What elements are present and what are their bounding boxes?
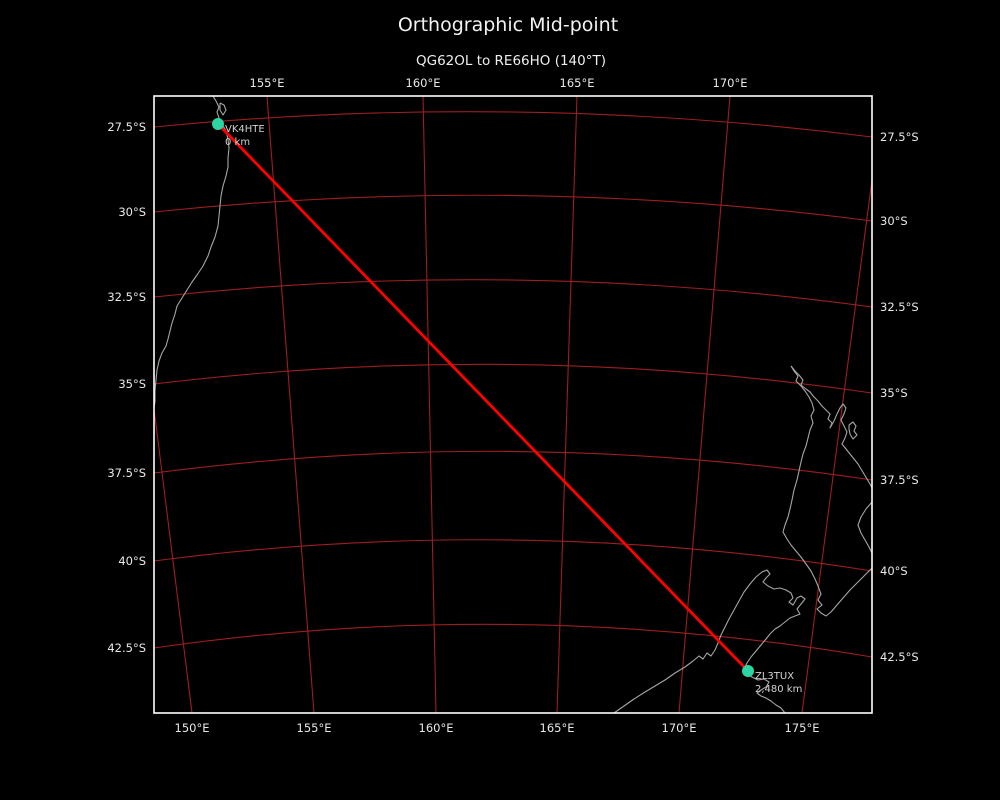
tick-label-left: 40°S — [118, 554, 146, 568]
tick-label-left: 42.5°S — [107, 641, 146, 655]
tick-label-bottom: 170°E — [662, 721, 697, 735]
tick-label-top: 170°E — [713, 76, 748, 90]
parallel-line — [154, 450, 872, 481]
meridian-line — [266, 96, 315, 713]
coastline-moreton-island — [219, 102, 227, 116]
tick-label-top: 165°E — [560, 76, 595, 90]
plot-title: Orthographic Mid-point — [397, 14, 619, 36]
station-callsign: ZL3TUX — [755, 671, 794, 682]
parallel-line — [154, 363, 872, 394]
coastline-great-barrier-island — [848, 421, 858, 440]
tick-label-bottom: 155°E — [297, 721, 332, 735]
tick-label-right: 35°S — [880, 386, 908, 400]
tick-label-right: 37.5°S — [880, 473, 919, 487]
parallel-line — [154, 111, 872, 138]
parallel-line — [154, 194, 872, 222]
station-marker — [742, 665, 754, 677]
tick-label-left: 35°S — [118, 377, 146, 391]
tick-label-right: 42.5°S — [880, 650, 919, 664]
station-vk4hte: VK4HTE 0 km — [212, 118, 265, 148]
station-zl3tux: ZL3TUX 2,480 km — [742, 665, 802, 695]
parallel-line — [154, 279, 872, 308]
tick-label-left: 37.5°S — [107, 466, 146, 480]
axes-frame — [153, 95, 873, 714]
tick-labels: 150°E 155°E 155°E 160°E 160°E 165°E 165°E 170°E… — [107, 76, 918, 735]
tick-label-left: 30°S — [118, 205, 146, 219]
meridian-line — [422, 96, 437, 713]
tick-label-top: 160°E — [406, 76, 441, 90]
great-circle-path — [216, 122, 750, 673]
map-clipped-layer — [154, 96, 872, 713]
tick-label-right: 32.5°S — [880, 300, 919, 314]
coastline-nz-north-island-west — [782, 365, 872, 617]
meridian-line — [556, 96, 578, 713]
coastline-nz-north-island-east — [790, 365, 872, 489]
station-marker — [212, 118, 224, 130]
tick-label-left: 32.5°S — [107, 290, 146, 304]
parallel-line — [154, 623, 872, 658]
meridian-line — [154, 404, 193, 713]
station-distance: 0 km — [225, 137, 250, 148]
tick-label-bottom: 150°E — [175, 721, 210, 735]
coastline-nz-south-island — [613, 569, 806, 713]
plot-subtitle: QG62OL to RE66HO (140°T) — [415, 53, 606, 69]
station-distance: 2,480 km — [755, 684, 802, 695]
parallel-line — [154, 539, 872, 572]
tick-label-top: 155°E — [250, 76, 285, 90]
tick-label-right: 30°S — [880, 214, 908, 228]
station-callsign: VK4HTE — [225, 124, 265, 135]
tick-label-left: 27.5°S — [107, 120, 146, 134]
tick-label-right: 40°S — [880, 564, 908, 578]
tick-label-bottom: 175°E — [785, 721, 820, 735]
tick-label-bottom: 160°E — [419, 721, 454, 735]
coastline-hawke-bay — [857, 501, 872, 554]
tick-label-right: 27.5°S — [880, 130, 919, 144]
tick-label-bottom: 165°E — [540, 721, 575, 735]
